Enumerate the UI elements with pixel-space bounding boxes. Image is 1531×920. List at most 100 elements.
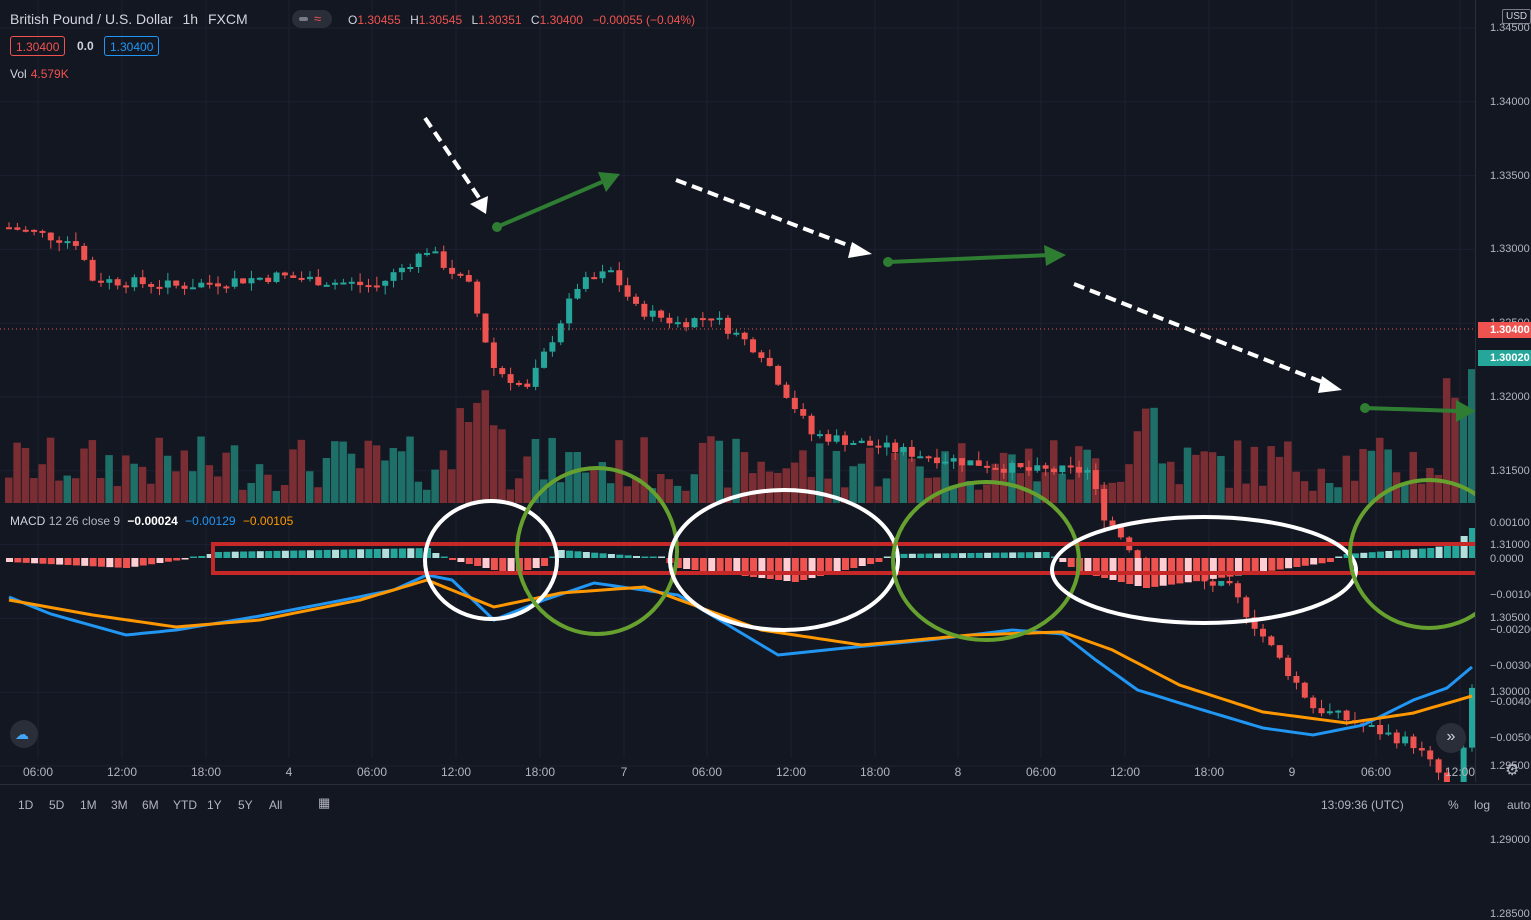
volume-bar — [698, 442, 707, 503]
range-button-1d[interactable]: 1D — [18, 798, 34, 812]
sell-button[interactable]: 1.30400 — [10, 36, 66, 56]
price-axis-label: 1.30000 — [1490, 686, 1530, 699]
volume-bar — [122, 455, 130, 503]
macd-hist-bar — [114, 558, 122, 568]
volume-bar — [891, 453, 899, 503]
macd-hist-bar — [106, 558, 114, 568]
symbol-title[interactable]: British Pound / U.S. Dollar 1h FXCM — [10, 11, 254, 27]
volume-bar — [1158, 463, 1167, 503]
macd-hist-bar — [892, 554, 900, 558]
candle-body — [97, 280, 104, 283]
volume-bar — [523, 456, 531, 503]
calendar-icon[interactable]: ▦ — [318, 795, 331, 810]
chart-style-toggle[interactable]: ≈ — [292, 10, 332, 28]
macd-hist-bar — [1000, 552, 1008, 558]
candle-body — [791, 397, 798, 410]
buy-button[interactable]: 1.30400 — [104, 36, 160, 56]
macd-hist-bar — [424, 548, 431, 558]
volume-bar — [1225, 487, 1234, 503]
percent-toggle[interactable]: % — [1448, 798, 1459, 812]
range-button-6m[interactable]: 6M — [142, 798, 159, 812]
range-button-3m[interactable]: 3M — [111, 798, 128, 812]
candle-body — [599, 271, 606, 279]
range-button-5y[interactable]: 5Y — [238, 798, 253, 812]
volume-bar — [431, 469, 439, 503]
volume-bar — [556, 482, 565, 503]
utc-clock[interactable]: 13:09:36 (UTC) — [1321, 798, 1404, 812]
minus-icon — [299, 17, 308, 21]
time-axis-label: 18:00 — [190, 765, 222, 779]
log-toggle[interactable]: log — [1474, 798, 1491, 812]
candle-body — [164, 280, 171, 288]
volume-bar — [1116, 481, 1125, 503]
macd-hist-bar — [908, 553, 916, 558]
volume-bar — [1317, 468, 1326, 503]
candle-body — [699, 318, 706, 321]
macd-hist-bar — [683, 558, 691, 569]
candle-body — [1234, 583, 1241, 598]
candle-body — [373, 285, 380, 288]
uptrend-arrow-2 — [883, 245, 1066, 267]
time-axis-label: 12:00 — [440, 765, 472, 779]
range-button-1m[interactable]: 1M — [80, 798, 97, 812]
volume-bar — [439, 450, 448, 503]
macd-hist-bar — [942, 553, 950, 558]
macd-hist-bar — [1201, 558, 1209, 580]
volume-bar — [498, 429, 506, 503]
price-chart[interactable] — [0, 0, 1475, 782]
auto-toggle[interactable]: auto — [1507, 798, 1531, 812]
macd-hist-bar — [323, 549, 331, 558]
volume-bar — [1041, 472, 1050, 503]
candle-body — [1009, 463, 1016, 473]
candle-body — [1310, 697, 1317, 709]
volume-bar — [1141, 408, 1150, 503]
range-button-1y[interactable]: 1Y — [207, 798, 222, 812]
candle-body — [348, 281, 355, 284]
macd-hist-bar — [791, 558, 799, 582]
macd-hist-bar — [1326, 558, 1334, 562]
volume-bar — [916, 466, 924, 503]
candle-body — [357, 281, 364, 286]
candle-body — [691, 318, 698, 328]
symbol-name: British Pound / U.S. Dollar — [10, 11, 173, 27]
candle-body — [298, 277, 305, 280]
candle-body — [733, 332, 740, 335]
volume-bar — [456, 408, 464, 503]
volume-bar — [448, 469, 456, 503]
macd-hist-bar — [315, 550, 323, 558]
range-button-all[interactable]: All — [269, 798, 283, 812]
candle-body — [850, 443, 857, 446]
candle-body — [515, 382, 522, 385]
downtrend-arrow-1 — [423, 116, 488, 214]
macd-hist-bar — [532, 558, 540, 568]
time-axis-label: 12:00 — [1109, 765, 1141, 779]
macd-hist-bar — [139, 558, 147, 566]
macd-legend: MACD 12 26 close 9 −0.00024 −0.00129 −0.… — [10, 514, 293, 528]
macd-hist-bar — [457, 558, 465, 562]
candle-body — [332, 282, 339, 285]
macd-hist-bar — [566, 550, 574, 558]
candle-body — [950, 458, 957, 462]
volume-bar — [598, 462, 607, 503]
price-axis[interactable]: USD 1.345001.340001.335001.330001.325001… — [1475, 0, 1531, 920]
volume-bar — [790, 462, 799, 503]
volume-bar — [406, 436, 414, 503]
macd-hist-bar — [273, 550, 281, 558]
macd-hist-bar — [1368, 552, 1376, 558]
gear-icon[interactable]: ⚙ — [1505, 762, 1520, 779]
scroll-to-realtime-button[interactable]: » — [1436, 723, 1466, 753]
range-button-ytd[interactable]: YTD — [173, 798, 197, 812]
macd-hist-bar — [248, 551, 256, 558]
range-button-5d[interactable]: 5D — [49, 798, 65, 812]
volume-bar — [623, 486, 632, 503]
macd-hist-bar — [306, 550, 314, 558]
volume-bar — [1409, 452, 1417, 503]
tradingview-logo[interactable]: ☁ — [10, 720, 38, 748]
candle-body — [507, 374, 514, 383]
candle-body — [574, 288, 581, 299]
volume-bar — [1442, 378, 1451, 503]
time-axis[interactable]: 06:00 12:00 18:00 4 06:00 12:00 18:00 7 06:00 12:… — [0, 758, 1475, 784]
macd-hist-bar — [607, 554, 615, 558]
open-value: 1.30455 — [357, 13, 401, 27]
macd-hist-bar — [14, 558, 22, 563]
